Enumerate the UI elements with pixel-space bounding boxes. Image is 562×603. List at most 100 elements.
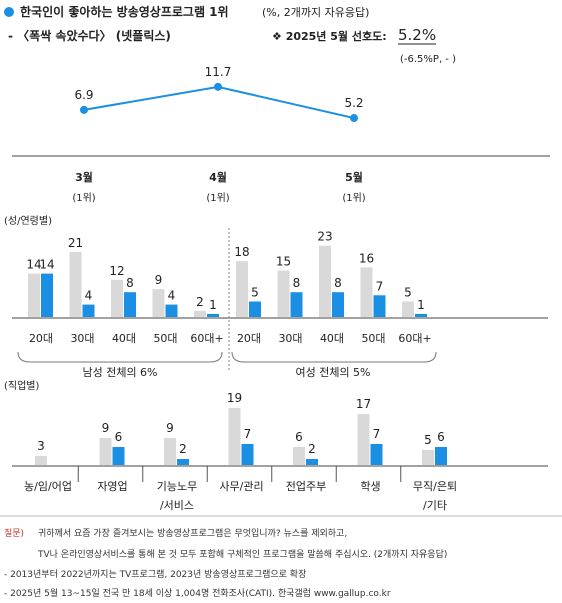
blue-bar: [165, 304, 178, 317]
header-title-note: (%, 2개까지 자유응답): [262, 6, 369, 19]
monthly-trend-chart: 6.9 3월 (1위) 11.7 4월 (1위) 5.2 5월 (1위): [72, 65, 365, 204]
blue-bar-value: 6: [115, 430, 123, 444]
trend-point: [214, 82, 222, 91]
occupation-label: 농/임/어업: [24, 480, 72, 493]
header-title: 한국인이 좋아하는 방송영상프로그램 1위: [20, 4, 229, 19]
gray-bar: [164, 438, 176, 465]
occupation-label: 전업주부: [286, 480, 326, 493]
gray-bar-value: 6: [295, 430, 303, 444]
blue-bar: [249, 301, 261, 317]
occupation-label: /서비스: [160, 499, 194, 512]
gray-bar-value: 21: [68, 236, 83, 250]
blue-bar-value: 4: [85, 289, 93, 303]
gray-bar-value: 18: [234, 245, 249, 259]
gray-bar-value: 12: [109, 264, 124, 278]
age-label: 40대: [112, 332, 136, 345]
question-line-2: TV나 온라인영상서비스를 통해 본 것 모두 포함해 구체적인 프로그램을 말…: [37, 548, 447, 560]
age-label: 30대: [278, 332, 302, 345]
month-label: 5월: [345, 170, 363, 184]
gray-bar-value: 5: [404, 286, 412, 300]
blue-bar: [207, 313, 219, 317]
month-label: 3월: [75, 170, 93, 184]
age-label: 50대: [153, 332, 177, 345]
month-label: 4월: [209, 170, 227, 184]
trend-line: [83, 85, 355, 120]
blue-bar-value: 1: [209, 298, 217, 312]
occupation-label: /기타: [423, 499, 447, 512]
gray-bar: [28, 273, 40, 317]
blue-bar: [373, 295, 386, 317]
blue-bar: [41, 273, 53, 317]
age-label: 50대: [361, 332, 385, 345]
gray-bar: [360, 267, 373, 317]
blue-bar-value: 8: [334, 276, 342, 290]
occupation-label: 사무/관리: [219, 480, 263, 493]
age-label: 20대: [237, 332, 261, 345]
occupation-chart: 3농/임/어업96자영업92기능노무/서비스197사무/관리62전업주부177학…: [12, 391, 548, 512]
trend-value-label: 11.7: [205, 65, 232, 79]
occupation-label: 학생: [360, 480, 380, 493]
preference-label: ❖ 2025년 5월 선호도:: [272, 29, 387, 43]
blue-bar: [415, 313, 427, 317]
blue-bar-value: 6: [437, 430, 445, 444]
question-label: 질문): [4, 527, 24, 539]
gray-bar-value: 3: [37, 439, 45, 453]
gray-bar: [319, 245, 331, 317]
age-label: 30대: [70, 332, 94, 345]
gray-bar: [236, 261, 248, 317]
age-label: 60대+: [398, 332, 431, 345]
blue-bar: [177, 459, 189, 465]
gray-bar: [35, 456, 47, 465]
trend-point: [350, 114, 358, 123]
gray-bar-value: 16: [359, 251, 374, 265]
blue-bar: [290, 292, 303, 317]
blue-bar: [370, 444, 383, 465]
gray-bar: [293, 447, 305, 465]
question-line-1: 귀하께서 요즘 가장 즐겨보시는 방송영상프로그램은 무엇입니까? 뉴스를 제외…: [38, 527, 347, 539]
month-rank-label: (1위): [342, 191, 365, 204]
blue-bar-value: 5: [251, 286, 259, 300]
age-label: 20대: [29, 332, 53, 345]
blue-bar: [112, 447, 125, 465]
blue-bar-value: 14: [39, 258, 54, 272]
gray-bar-value: 19: [227, 391, 242, 405]
gray-bar: [99, 438, 112, 465]
blue-bar: [82, 304, 95, 317]
blue-bar-value: 4: [168, 289, 176, 303]
blue-bar: [332, 292, 344, 317]
blue-bar-value: 1: [417, 298, 425, 312]
program-name: - 〈폭싹 속았수다〉 (넷플릭스): [8, 28, 171, 43]
group-total-label: 여성 전체의 5%: [295, 366, 370, 379]
age-label: 60대+: [190, 332, 223, 345]
note-line-2: - 2025년 5월 13~15일 전국 만 18세 이상 1,004명 전화조…: [4, 587, 391, 599]
gray-bar-value: 9: [155, 273, 163, 287]
occupation-label: 기능노무: [157, 480, 197, 493]
blue-bar-value: 2: [179, 442, 187, 456]
gray-bar: [402, 301, 414, 317]
blue-bar: [241, 444, 254, 465]
blue-bar: [124, 292, 136, 317]
gray-bar-value: 9: [166, 421, 174, 435]
month-rank-label: (1위): [206, 191, 229, 204]
male-bracket: [17, 351, 223, 363]
note-line-1: - 2013년부터 2022년까지는 TV프로그램, 2023년 방송영상프로그…: [4, 568, 306, 580]
header-bullet-icon: [4, 7, 14, 17]
preference-value: 5.2%: [398, 26, 436, 44]
blue-bar-value: 8: [293, 276, 301, 290]
blue-bar-value: 7: [244, 427, 252, 441]
blue-bar: [306, 459, 318, 465]
blue-bar: [435, 447, 447, 465]
gray-bar-value: 2: [196, 295, 204, 309]
blue-bar-value: 7: [373, 427, 381, 441]
gray-bar-value: 23: [317, 230, 332, 244]
gray-bar: [111, 279, 123, 317]
gray-bar-value: 17: [356, 397, 371, 411]
gray-bar: [194, 310, 206, 317]
gray-bar: [69, 251, 82, 317]
trend-value-label: 5.2: [344, 96, 363, 110]
gray-bar-value: 15: [276, 255, 291, 269]
gray-bar: [152, 289, 165, 317]
preference-change: (-6.5%P, - ): [400, 54, 456, 65]
gray-bar: [228, 408, 241, 465]
